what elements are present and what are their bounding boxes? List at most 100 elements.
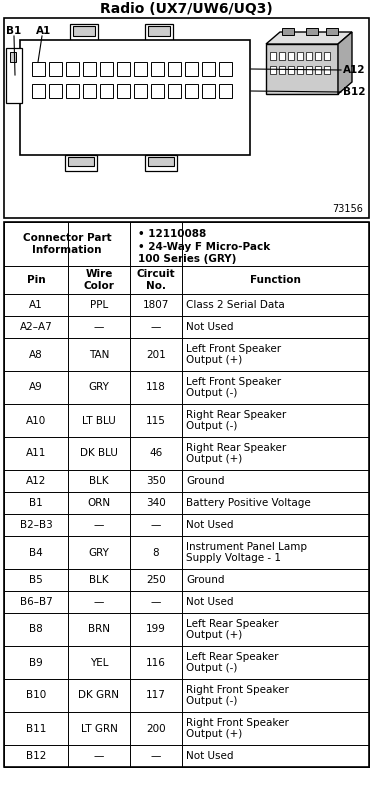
Text: B9: B9 xyxy=(29,658,43,667)
Text: A12: A12 xyxy=(342,65,365,75)
Text: BLK: BLK xyxy=(89,575,109,585)
Bar xyxy=(49,84,62,98)
Bar xyxy=(202,62,215,76)
Bar xyxy=(219,84,232,98)
Text: A2–A7: A2–A7 xyxy=(20,322,52,332)
Text: A9: A9 xyxy=(29,382,43,393)
Text: A10: A10 xyxy=(26,415,46,426)
Bar xyxy=(4,222,369,767)
Bar xyxy=(297,66,303,74)
Bar xyxy=(83,84,96,98)
Text: Right Rear Speaker
Output (+): Right Rear Speaker Output (+) xyxy=(186,443,286,465)
Text: PPL: PPL xyxy=(90,300,108,310)
Bar xyxy=(266,44,338,94)
Bar xyxy=(219,62,232,76)
Bar xyxy=(306,28,318,35)
Text: A8: A8 xyxy=(29,350,43,360)
Polygon shape xyxy=(266,32,352,44)
Text: LT GRN: LT GRN xyxy=(81,723,117,734)
Bar xyxy=(282,28,294,35)
Text: Left Front Speaker
Output (-): Left Front Speaker Output (-) xyxy=(186,377,281,398)
Text: 199: 199 xyxy=(146,625,166,634)
Text: Right Front Speaker
Output (+): Right Front Speaker Output (+) xyxy=(186,718,289,739)
Text: ORN: ORN xyxy=(87,498,110,508)
Text: 250: 250 xyxy=(146,575,166,585)
Bar xyxy=(6,48,22,103)
Text: Radio (UX7/UW6/UQ3): Radio (UX7/UW6/UQ3) xyxy=(100,2,273,16)
Text: LT BLU: LT BLU xyxy=(82,415,116,426)
Text: DK BLU: DK BLU xyxy=(80,448,118,458)
Text: Instrument Panel Lamp
Supply Voltage - 1: Instrument Panel Lamp Supply Voltage - 1 xyxy=(186,541,307,563)
Bar xyxy=(49,62,62,76)
Text: 118: 118 xyxy=(146,382,166,393)
Bar xyxy=(117,84,130,98)
Text: Battery Positive Voltage: Battery Positive Voltage xyxy=(186,498,311,508)
Text: Right Rear Speaker
Output (-): Right Rear Speaker Output (-) xyxy=(186,410,286,431)
Bar xyxy=(100,84,113,98)
Bar xyxy=(326,28,338,35)
Bar xyxy=(68,157,94,166)
Bar xyxy=(324,52,330,60)
Bar xyxy=(288,66,294,74)
Text: B1: B1 xyxy=(6,26,21,36)
Text: —: — xyxy=(151,322,161,332)
Bar xyxy=(185,62,198,76)
Text: Not Used: Not Used xyxy=(186,520,233,530)
Bar xyxy=(83,62,96,76)
Bar xyxy=(185,84,198,98)
Bar xyxy=(134,84,147,98)
Text: A12: A12 xyxy=(26,476,46,486)
Bar xyxy=(100,62,113,76)
Bar xyxy=(270,52,276,60)
Text: —: — xyxy=(94,322,104,332)
Text: Not Used: Not Used xyxy=(186,322,233,332)
Text: TAN: TAN xyxy=(89,350,109,360)
Text: 46: 46 xyxy=(149,448,163,458)
Text: • 12110088: • 12110088 xyxy=(138,229,206,239)
Text: B11: B11 xyxy=(26,723,46,734)
Text: B1: B1 xyxy=(29,498,43,508)
Text: B12: B12 xyxy=(26,751,46,761)
Bar xyxy=(73,26,95,36)
Text: A11: A11 xyxy=(26,448,46,458)
Polygon shape xyxy=(338,32,352,94)
Bar xyxy=(148,26,170,36)
Text: B10: B10 xyxy=(26,691,46,701)
Bar xyxy=(306,66,312,74)
Text: 340: 340 xyxy=(146,498,166,508)
Bar xyxy=(279,66,285,74)
Text: B5: B5 xyxy=(29,575,43,585)
Text: —: — xyxy=(94,751,104,761)
Text: B2–B3: B2–B3 xyxy=(20,520,52,530)
Text: —: — xyxy=(151,597,161,607)
Text: YEL: YEL xyxy=(90,658,108,667)
Text: 1807: 1807 xyxy=(143,300,169,310)
Text: —: — xyxy=(94,520,104,530)
Text: GRY: GRY xyxy=(88,548,109,558)
Bar xyxy=(66,84,79,98)
Bar xyxy=(315,52,321,60)
Bar xyxy=(306,52,312,60)
Bar xyxy=(270,66,276,74)
Text: BLK: BLK xyxy=(89,476,109,486)
Bar xyxy=(65,155,97,171)
Text: Not Used: Not Used xyxy=(186,597,233,607)
Bar xyxy=(279,52,285,60)
Text: —: — xyxy=(94,597,104,607)
Text: Left Rear Speaker
Output (-): Left Rear Speaker Output (-) xyxy=(186,652,279,673)
Text: Connector Part
Information: Connector Part Information xyxy=(23,234,111,255)
Text: DK GRN: DK GRN xyxy=(78,691,119,701)
Bar xyxy=(148,157,174,166)
Text: 117: 117 xyxy=(146,691,166,701)
Text: Not Used: Not Used xyxy=(186,751,233,761)
Text: 115: 115 xyxy=(146,415,166,426)
Text: Right Front Speaker
Output (-): Right Front Speaker Output (-) xyxy=(186,684,289,706)
Text: B8: B8 xyxy=(29,625,43,634)
Text: Pin: Pin xyxy=(27,275,45,285)
Bar xyxy=(32,84,45,98)
Text: Wire
Color: Wire Color xyxy=(84,269,115,291)
Text: 350: 350 xyxy=(146,476,166,486)
Bar xyxy=(168,62,181,76)
Text: —: — xyxy=(151,520,161,530)
Bar xyxy=(145,24,173,42)
